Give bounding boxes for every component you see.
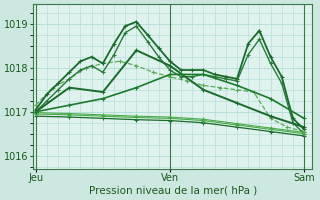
X-axis label: Pression niveau de la mer( hPa ): Pression niveau de la mer( hPa )	[89, 186, 257, 196]
